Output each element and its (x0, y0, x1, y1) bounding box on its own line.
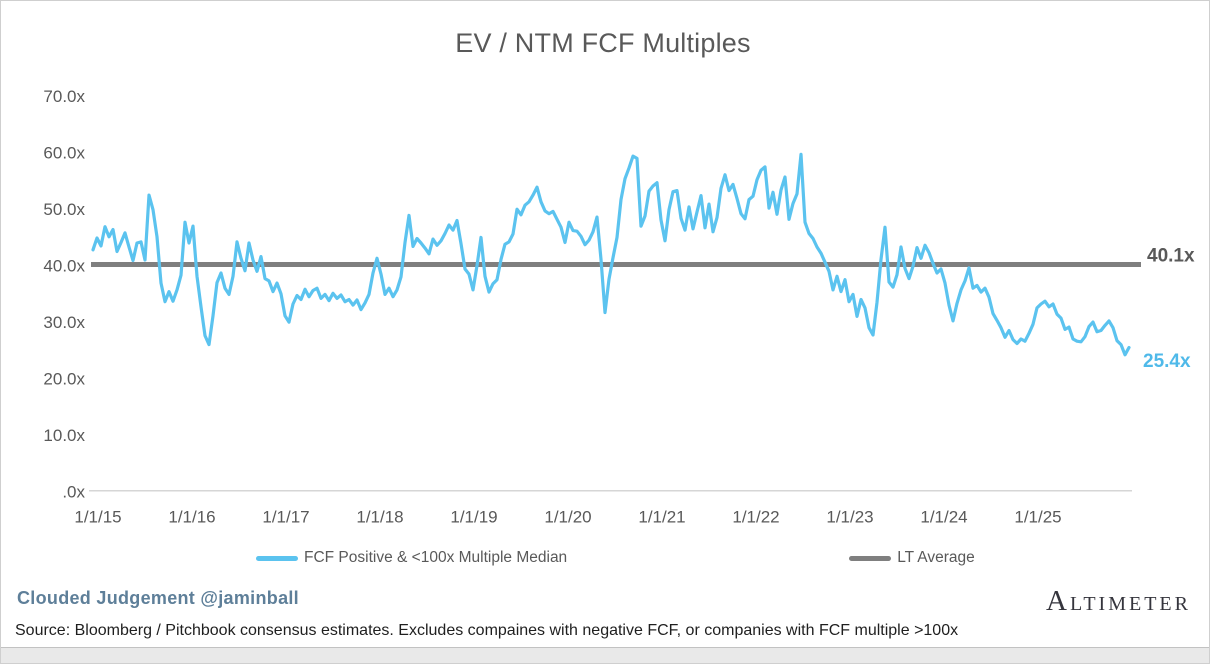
x-tick-label: 1/1/20 (544, 508, 591, 527)
chart-legend: FCF Positive & <100x Multiple Median LT … (256, 549, 975, 567)
x-tick-label: 1/1/17 (262, 508, 309, 527)
fcf-median-legend-swatch (256, 555, 298, 561)
bottom-strip (1, 647, 1209, 663)
y-tick-label: 50.0x (43, 200, 85, 219)
fcf-median-legend-label: FCF Positive & <100x Multiple Median (304, 549, 568, 566)
source-note: Source: Bloomberg / Pitchbook consensus … (15, 622, 959, 639)
fcf-median-line (91, 152, 1131, 357)
x-tick-label: 1/1/24 (920, 508, 967, 527)
x-tick-label: 1/1/21 (638, 508, 685, 527)
y-tick-label: 30.0x (43, 313, 85, 332)
last-value-label: 25.4x (1143, 351, 1191, 372)
lt-average-legend-swatch (849, 555, 892, 561)
lt-average-legend-label: LT Average (897, 549, 975, 566)
y-tick-label: 10.0x (43, 426, 85, 445)
y-tick-label: .0x (62, 482, 85, 501)
y-tick-label: 70.0x (43, 87, 85, 106)
altimeter-logo: Altimeter (1046, 585, 1191, 617)
x-tick-label: 1/1/22 (732, 508, 779, 527)
x-tick-label: 1/1/25 (1014, 508, 1061, 527)
y-tick-label: 40.0x (43, 257, 85, 276)
x-tick-label: 1/1/19 (450, 508, 497, 527)
x-tick-label: 1/1/15 (74, 508, 121, 527)
x-tick-label: 1/1/23 (826, 508, 873, 527)
y-tick-label: 20.0x (43, 369, 85, 388)
y-tick-label: 60.0x (43, 144, 85, 163)
lt-average-value-label: 40.1x (1147, 245, 1195, 266)
x-tick-label: 1/1/16 (168, 508, 215, 527)
x-tick-label: 1/1/18 (356, 508, 403, 527)
byline: Clouded Judgement @jaminball (17, 588, 299, 608)
chart-title: EV / NTM FCF Multiples (455, 28, 751, 58)
